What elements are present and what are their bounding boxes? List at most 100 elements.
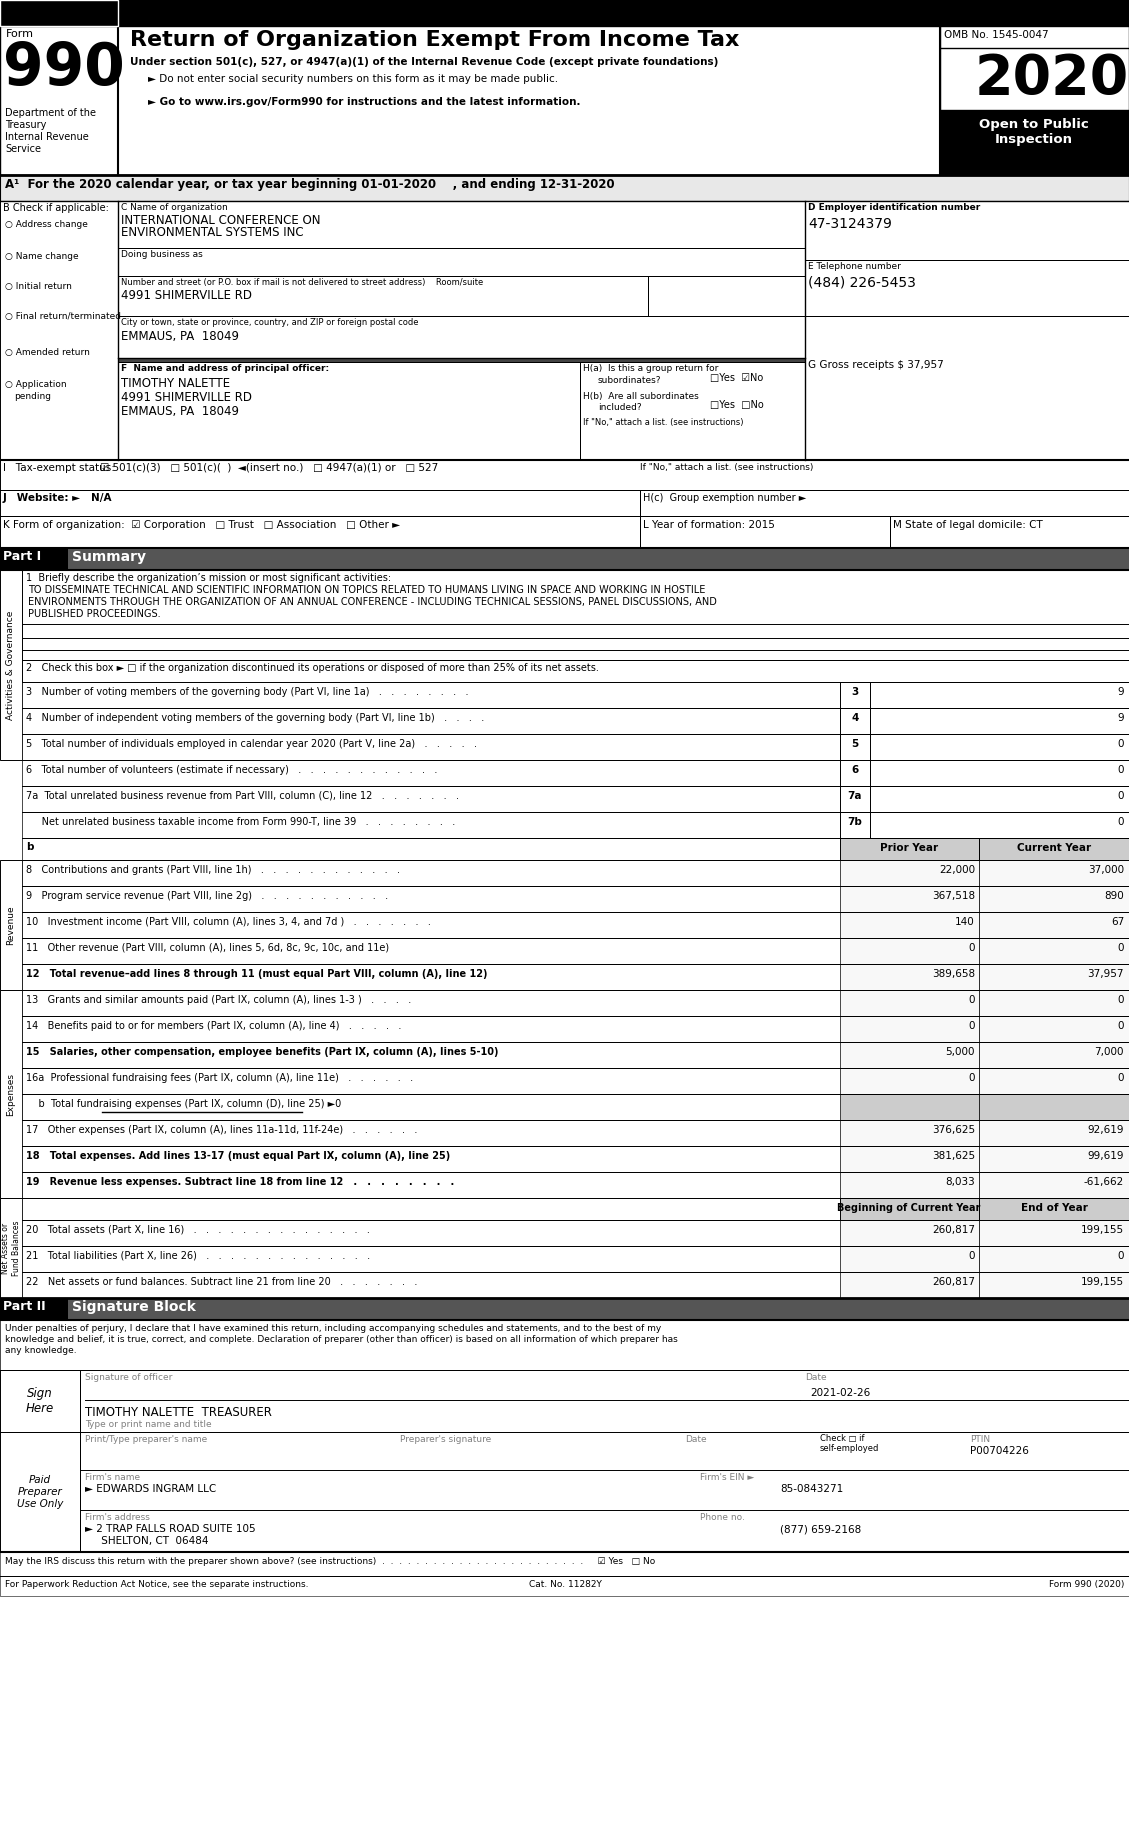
Text: G Gross receipts $ 37,957: G Gross receipts $ 37,957 <box>808 360 944 371</box>
Text: If "No," attach a list. (see instructions): If "No," attach a list. (see instruction… <box>583 418 744 428</box>
Bar <box>0 0 1129 26</box>
Bar <box>805 201 1129 259</box>
Text: 9: 9 <box>1118 687 1124 696</box>
Text: 5,000: 5,000 <box>945 1047 975 1058</box>
Bar <box>0 1297 1129 1319</box>
Bar <box>21 1246 1129 1272</box>
Text: 22,000: 22,000 <box>939 864 975 875</box>
Text: 0: 0 <box>1118 1251 1124 1261</box>
Bar <box>21 1041 1129 1069</box>
Bar <box>840 861 979 886</box>
Bar <box>870 734 1129 760</box>
Text: SHELTON, CT  06484: SHELTON, CT 06484 <box>85 1537 209 1546</box>
Text: 7a: 7a <box>848 791 863 800</box>
Text: 2020: 2020 <box>975 51 1129 106</box>
Bar <box>979 1246 1129 1272</box>
Text: 2021-02-26: 2021-02-26 <box>809 1389 870 1398</box>
Text: May the IRS discuss this return with the preparer shown above? (see instructions: May the IRS discuss this return with the… <box>5 1557 655 1566</box>
Text: 0: 0 <box>1118 791 1124 800</box>
Bar <box>940 26 1129 175</box>
Text: For Paperwork Reduction Act Notice, see the separate instructions.: For Paperwork Reduction Act Notice, see … <box>5 1580 308 1589</box>
Bar <box>0 515 640 548</box>
Bar <box>0 201 119 460</box>
Bar <box>21 1220 1129 1246</box>
Bar <box>21 734 1129 760</box>
Bar <box>979 1199 1129 1220</box>
Bar <box>840 681 870 709</box>
Text: Sign
Here: Sign Here <box>26 1387 54 1414</box>
Bar <box>979 1220 1129 1246</box>
Text: 260,817: 260,817 <box>933 1277 975 1286</box>
Bar <box>840 965 979 990</box>
Bar <box>119 316 805 358</box>
Text: Form: Form <box>6 29 34 38</box>
Bar <box>21 839 1129 861</box>
Text: Under penalties of perjury, I declare that I have examined this return, includin: Under penalties of perjury, I declare th… <box>5 1325 662 1334</box>
Text: ○ Address change: ○ Address change <box>5 219 88 228</box>
Text: subordinates?: subordinates? <box>598 376 662 385</box>
Bar <box>21 1146 1129 1171</box>
Text: 67: 67 <box>1111 917 1124 926</box>
Bar <box>119 201 805 248</box>
Bar <box>979 937 1129 965</box>
Bar <box>870 811 1129 839</box>
Text: Service: Service <box>5 144 41 153</box>
Bar <box>21 1016 1129 1041</box>
Text: Revenue: Revenue <box>7 904 16 945</box>
Text: H(c)  Group exemption number ►: H(c) Group exemption number ► <box>644 493 806 502</box>
Text: 0: 0 <box>1118 1072 1124 1083</box>
Text: 18   Total expenses. Add lines 13-17 (must equal Part IX, column (A), line 25): 18 Total expenses. Add lines 13-17 (must… <box>26 1151 450 1160</box>
Text: A¹  For the 2020 calendar year, or tax year beginning 01-01-2020    , and ending: A¹ For the 2020 calendar year, or tax ye… <box>5 177 614 192</box>
Text: 990: 990 <box>3 40 124 97</box>
Text: 37,000: 37,000 <box>1088 864 1124 875</box>
Text: Date: Date <box>805 1374 826 1381</box>
Text: efile GRAPHIC print: efile GRAPHIC print <box>3 4 110 15</box>
Bar <box>0 1370 80 1432</box>
Text: End of Year: End of Year <box>1021 1202 1087 1213</box>
Text: 3   Number of voting members of the governing body (Part VI, line 1a)   .   .   : 3 Number of voting members of the govern… <box>26 687 469 696</box>
Text: 2   Check this box ► □ if the organization discontinued its operations or dispos: 2 Check this box ► □ if the organization… <box>26 663 598 672</box>
Bar <box>21 1069 1129 1094</box>
Text: INTERNATIONAL CONFERENCE ON: INTERNATIONAL CONFERENCE ON <box>121 214 321 227</box>
Text: Date: Date <box>685 1434 707 1443</box>
Text: 9: 9 <box>1118 713 1124 723</box>
Text: Open to Public
Inspection: Open to Public Inspection <box>979 119 1088 146</box>
Text: I   Tax-exempt status:: I Tax-exempt status: <box>3 462 115 473</box>
Text: Preparer's signature: Preparer's signature <box>400 1434 491 1443</box>
Bar <box>21 709 1129 734</box>
Text: TO DISSEMINATE TECHNICAL AND SCIENTIFIC INFORMATION ON TOPICS RELATED TO HUMANS : TO DISSEMINATE TECHNICAL AND SCIENTIFIC … <box>28 585 706 596</box>
Bar <box>21 760 1129 786</box>
Text: Part I: Part I <box>3 550 41 563</box>
Text: ○ Name change: ○ Name change <box>5 252 79 261</box>
Bar <box>0 1370 1129 1432</box>
Text: 15   Salaries, other compensation, employee benefits (Part IX, column (A), lines: 15 Salaries, other compensation, employe… <box>26 1047 499 1058</box>
Text: 7b: 7b <box>848 817 863 828</box>
Text: 7a  Total unrelated business revenue from Part VIII, column (C), line 12   .   .: 7a Total unrelated business revenue from… <box>26 791 460 800</box>
Bar <box>805 259 1129 316</box>
Bar <box>21 1199 1129 1220</box>
Bar <box>640 515 890 548</box>
Text: 0: 0 <box>969 1072 975 1083</box>
Text: Return of Organization Exempt From Income Tax: Return of Organization Exempt From Incom… <box>130 29 739 49</box>
Text: ○ Final return/terminated: ○ Final return/terminated <box>5 312 121 322</box>
Bar <box>840 1272 979 1297</box>
Text: b  Total fundraising expenses (Part IX, column (D), line 25) ►0: b Total fundraising expenses (Part IX, c… <box>26 1100 341 1109</box>
Bar <box>979 965 1129 990</box>
Text: Expenses: Expenses <box>7 1072 16 1116</box>
Text: Phone no.: Phone no. <box>700 1513 745 1522</box>
Text: 4   Number of independent voting members of the governing body (Part VI, line 1b: 4 Number of independent voting members o… <box>26 713 484 723</box>
Text: 389,658: 389,658 <box>931 968 975 979</box>
Text: H(b)  Are all subordinates: H(b) Are all subordinates <box>583 393 699 400</box>
Bar <box>870 760 1129 786</box>
Bar <box>979 1069 1129 1094</box>
Bar <box>119 248 805 276</box>
Bar <box>0 1199 21 1297</box>
Bar <box>840 734 870 760</box>
Text: 16a  Professional fundraising fees (Part IX, column (A), line 11e)   .   .   .  : 16a Professional fundraising fees (Part … <box>26 1072 413 1083</box>
Text: 0: 0 <box>1118 1021 1124 1030</box>
Text: 4: 4 <box>851 713 859 723</box>
Text: 5   Total number of individuals employed in calendar year 2020 (Part V, line 2a): 5 Total number of individuals employed i… <box>26 738 476 749</box>
Text: (877) 659-2168: (877) 659-2168 <box>780 1524 861 1535</box>
Bar <box>640 490 1129 515</box>
Bar <box>979 1120 1129 1146</box>
